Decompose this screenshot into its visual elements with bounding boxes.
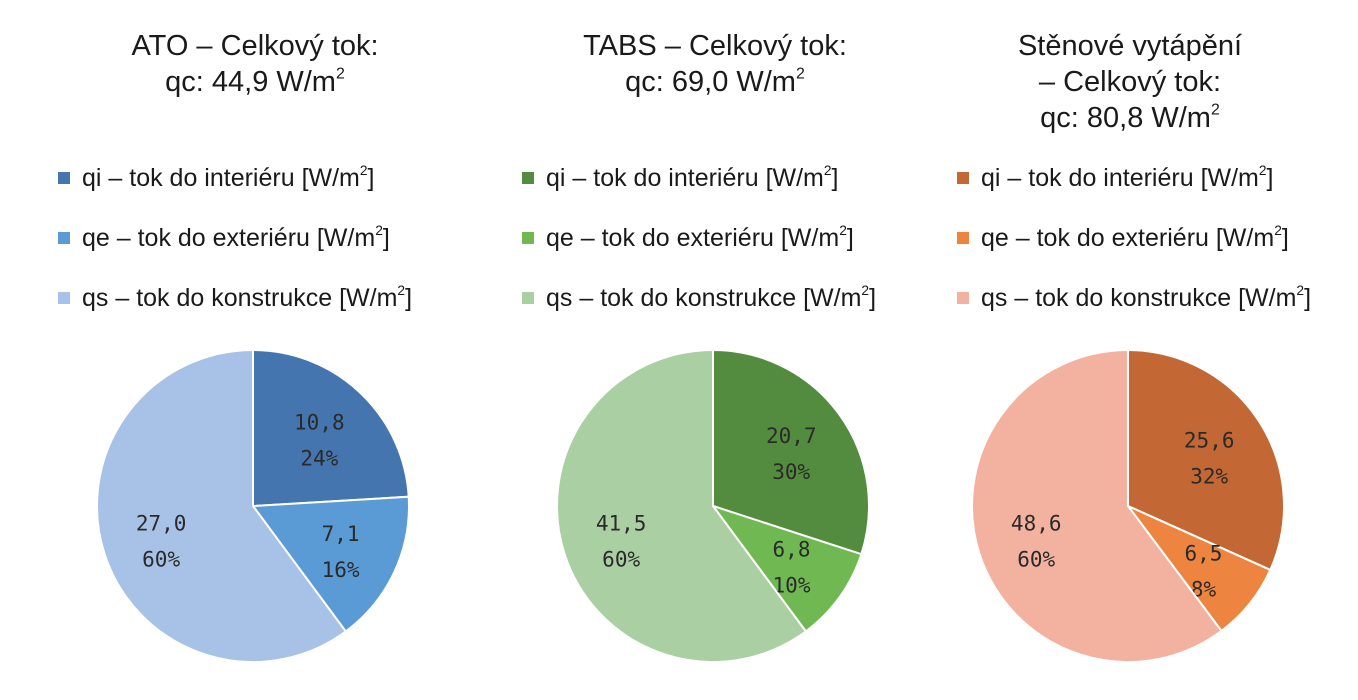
legend-item-qs: qs – tok do konstrukce [W/m2]: [522, 280, 876, 316]
chart-title-line: – Celkový tok:: [1038, 66, 1222, 98]
pie-slice-qi: [252, 348, 410, 508]
data-label-value-qe: 6,8: [773, 537, 811, 561]
data-label-percent-qi: 32%: [1190, 464, 1228, 488]
chart-title-line: TABS – Celkový tok:: [583, 30, 847, 62]
legend-swatch-qs: [522, 292, 534, 304]
legend-item-qi: qi – tok do interiéru [W/m2]: [957, 160, 1274, 196]
legend-item-qs: qs – tok do konstrukce [W/m2]: [58, 280, 412, 316]
legend-label-qi: qi – tok do interiéru [W/m2]: [981, 162, 1274, 192]
data-label-value-qi: 25,6: [1184, 428, 1235, 452]
pie-slice-qs: [556, 348, 808, 663]
chart-title-line: ATO – Celkový tok:: [131, 30, 379, 62]
legend-label-qs: qs – tok do konstrukce [W/m2]: [981, 282, 1312, 312]
data-label-value-qi: 10,8: [294, 411, 345, 435]
legend-swatch-qe: [957, 232, 969, 244]
chart-title: TABS – Celkový tok: qc: 69,0 W/m2: [490, 28, 940, 100]
legend-label-qi: qi – tok do interiéru [W/m2]: [546, 162, 839, 192]
legend-swatch-qi: [957, 172, 969, 184]
pie-chart-wall-heating: 25,632%6,58%48,660%: [971, 348, 1285, 663]
legend-item-qe: qe – tok do exteriéru [W/m2]: [522, 220, 854, 256]
pie-slice-qe: [251, 495, 410, 633]
data-label-value-qs: 27,0: [136, 511, 187, 535]
legend-label-qi: qi – tok do interiéru [W/m2]: [82, 162, 375, 192]
legend-label-qe: qe – tok do exteriéru [W/m2]: [981, 222, 1289, 252]
legend-item-qi: qi – tok do interiéru [W/m2]: [58, 160, 375, 196]
legend-swatch-qs: [957, 292, 969, 304]
chart-title-line: Stěnové vytápění: [1017, 30, 1243, 62]
pie-slice-qi: [1127, 348, 1285, 572]
pie-slice-qe: [710, 504, 863, 633]
data-label-percent-qs: 60%: [1017, 548, 1055, 572]
legend-swatch-qi: [522, 172, 534, 184]
legend-item-qe: qe – tok do exteriéru [W/m2]: [58, 220, 390, 256]
data-label-percent-qi: 30%: [772, 460, 810, 484]
data-label-value-qs: 41,5: [596, 511, 647, 535]
legend-label-qs: qs – tok do konstrukce [W/m2]: [82, 282, 413, 312]
chart-title: ATO – Celkový tok: qc: 44,9 W/m2: [30, 28, 480, 100]
chart-panel-wall-heating: Stěnové vytápění – Celkový tok: qc: 80,8…: [905, 0, 1355, 700]
chart-panel-ato: ATO – Celkový tok: qc: 44,9 W/m2 qi – to…: [30, 0, 480, 700]
pie-chart-tabs: 20,730%6,810%41,560%: [556, 348, 870, 663]
data-label-percent-qi: 24%: [300, 447, 338, 471]
data-label-percent-qs: 60%: [602, 547, 640, 571]
pie-slice-qi: [712, 348, 870, 556]
legend-item-qe: qe – tok do exteriéru [W/m2]: [957, 220, 1289, 256]
legend-label-qe: qe – tok do exteriéru [W/m2]: [82, 222, 390, 252]
chart-title-line: qc: 80,8 W/m2: [1040, 101, 1220, 134]
pie-slice-qs: [971, 348, 1223, 663]
legend-label-qe: qe – tok do exteriéru [W/m2]: [546, 222, 854, 252]
data-label-percent-qs: 60%: [142, 547, 180, 571]
legend-item-qi: qi – tok do interiéru [W/m2]: [522, 160, 839, 196]
pie-chart-ato: 10,8 24% 7,1 16% 27,0 60%: [96, 348, 410, 663]
data-label-value-qs: 48,6: [1011, 512, 1062, 536]
legend-item-qs: qs – tok do konstrukce [W/m2]: [957, 280, 1311, 316]
legend-swatch-qe: [522, 232, 534, 244]
chart-title: Stěnové vytápění – Celkový tok: qc: 80,8…: [905, 28, 1355, 136]
legend-swatch-qs: [58, 292, 70, 304]
chart-panel-tabs: TABS – Celkový tok: qc: 69,0 W/m2 qi – t…: [490, 0, 940, 700]
legend-label-qs: qs – tok do konstrukce [W/m2]: [546, 282, 877, 312]
data-label-value-qe: 6,5: [1185, 541, 1223, 565]
data-label-value-qe: 7,1: [322, 522, 360, 546]
legend-swatch-qe: [58, 232, 70, 244]
chart-title-line: qc: 44,9 W/m2: [165, 65, 345, 98]
chart-title-line: qc: 69,0 W/m2: [625, 65, 805, 98]
data-label-value-qi: 20,7: [766, 424, 817, 448]
legend-swatch-qi: [58, 172, 70, 184]
data-label-percent-qe: 16%: [322, 558, 360, 582]
pie-slice-qs: [96, 348, 348, 663]
